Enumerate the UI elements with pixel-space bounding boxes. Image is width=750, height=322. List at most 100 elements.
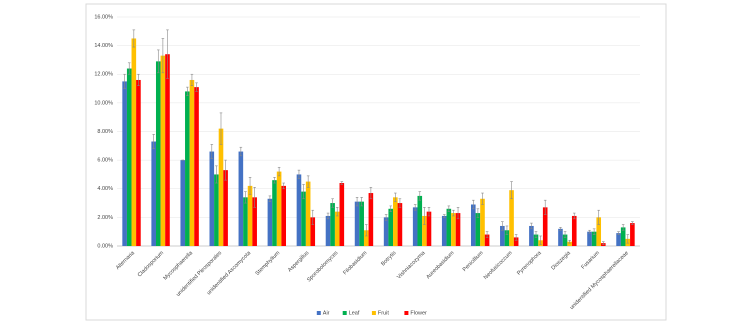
error-bar [127,62,131,75]
error-bar [190,73,194,86]
error-bar [335,207,339,217]
error-bar [418,191,422,201]
error-bar [631,221,634,225]
error-bar [563,231,567,238]
error-bar [137,73,140,86]
error-bar [195,82,198,92]
error-bar [161,38,165,74]
error-bar [224,159,227,181]
error-bar [471,199,475,210]
bar [165,54,170,247]
bar [383,217,389,246]
error-bar [132,29,136,48]
error-bar [369,187,373,200]
error-bar [442,214,446,218]
legend-label: Leaf [349,310,360,316]
bar [504,230,510,246]
bar [238,151,244,246]
bar [218,128,224,246]
error-bar [481,192,484,205]
bar [368,193,374,246]
error-bar [210,144,214,159]
bar [587,231,592,246]
bar [412,207,418,246]
bar [185,91,190,246]
error-bar [326,212,330,220]
bar [571,215,577,246]
bar [446,208,452,246]
bar [397,203,403,246]
legend-label: Air [323,310,330,316]
bar [451,213,456,246]
error-bar [530,222,533,230]
error-bar [534,231,538,238]
error-bar [215,165,218,184]
bar [155,61,161,247]
bar [363,230,369,246]
error-bar [123,73,126,89]
error-bar [355,197,359,207]
bar [305,181,311,246]
legend-label: Fruit [378,310,389,316]
error-bar [186,86,189,97]
error-bar [476,208,480,218]
error-bar [297,169,301,180]
error-bar [268,195,272,202]
bar [247,185,253,246]
bar [480,198,485,246]
y-tick-label: 14.00% [94,43,113,49]
bar [630,223,635,246]
error-bar [253,187,256,208]
error-bar [447,205,451,212]
error-bar [568,239,571,244]
y-tick-label: 16.00% [94,14,113,20]
error-bar [592,228,596,235]
bar [296,174,302,246]
error-bar [602,241,605,245]
bar [393,197,398,246]
error-bar [398,198,402,208]
bar [131,38,137,246]
error-bar [302,184,305,200]
bar [189,79,195,246]
bar [330,203,335,246]
y-tick-label: 10.00% [94,100,113,106]
bar [209,151,215,246]
error-bar [621,224,625,231]
bar [214,174,219,246]
bar [422,215,427,246]
bar [591,231,597,246]
legend-swatch [371,311,376,315]
bar [334,211,340,246]
bar [620,227,626,246]
error-bar [617,231,620,235]
legend-label: Flower [410,310,427,316]
error-bar [384,214,388,221]
bar [596,217,602,246]
error-bar [389,205,393,212]
error-bar [364,224,368,237]
bar [180,160,186,246]
bar [529,225,534,246]
bar [441,215,447,246]
bar [359,201,364,246]
legend-swatch [404,311,409,315]
error-bar [456,207,460,220]
bar [354,201,360,246]
bar [484,234,490,246]
bar [475,213,481,246]
error-bar [248,177,252,195]
bar [562,234,568,246]
bar [136,79,141,246]
error-bar [244,191,247,204]
error-bar [413,204,417,211]
error-bar [588,229,591,234]
bar [509,190,514,246]
error-bar [452,209,455,217]
error-bar [331,198,334,208]
bar [126,68,132,247]
bar [567,241,572,246]
bar [310,217,316,246]
legend-swatch [342,311,347,315]
error-bar [156,49,160,74]
